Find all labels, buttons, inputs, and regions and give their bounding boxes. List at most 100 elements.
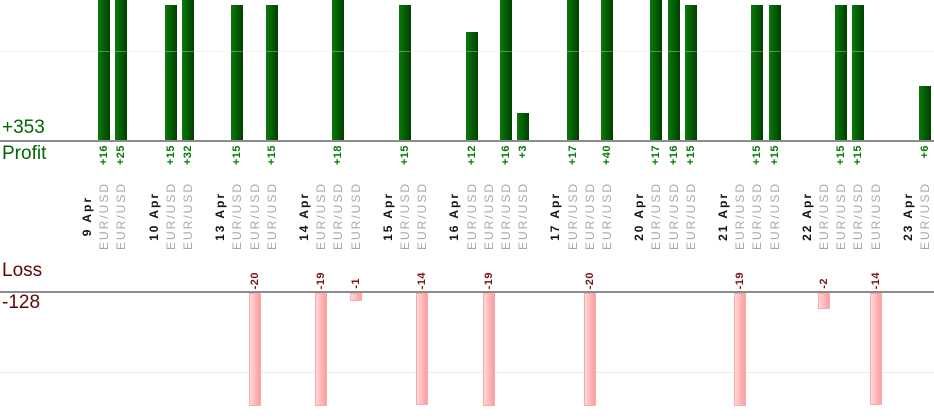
symbol-label-wrap: EUR/USD — [497, 180, 515, 252]
date-label: 14 Apr — [297, 191, 311, 241]
profit-bar — [751, 5, 764, 140]
symbol-label-wrap: EUR/USD — [832, 180, 850, 252]
profit-value-label: +3 — [517, 145, 530, 159]
symbol-label: EUR/USD — [666, 181, 681, 250]
date-label-wrap: 9 Apr — [78, 180, 96, 252]
loss-value-label: -1 — [349, 278, 362, 289]
profit-value-label: +17 — [566, 145, 579, 166]
symbol-label-wrap: EUR/USD — [312, 180, 330, 252]
profit-value-label: +15 — [399, 145, 411, 166]
date-label-wrap: 15 Apr — [379, 180, 397, 252]
loss-axis-line — [0, 291, 934, 293]
date-label: 20 Apr — [632, 191, 647, 241]
profit-plot-area — [0, 0, 934, 140]
date-label: 23 Apr — [900, 191, 915, 241]
profit-gridline-overlay — [0, 51, 934, 52]
symbol-label-wrap: EUR/USD — [916, 180, 934, 252]
profit-bar — [852, 5, 865, 140]
symbol-label: EUR/USD — [348, 181, 363, 250]
profit-bar — [332, 0, 345, 140]
symbol-label: EUR/USD — [750, 181, 765, 250]
profit-axis-line — [0, 140, 934, 142]
symbol-label: EUR/USD — [264, 181, 279, 250]
date-label-wrap: 22 Apr — [798, 180, 816, 252]
loss-value-label: -19 — [482, 271, 495, 289]
symbol-label-wrap: EUR/USD — [867, 180, 885, 252]
symbol-label-wrap: EUR/USD — [347, 180, 365, 252]
symbol-label: EUR/USD — [582, 181, 597, 250]
symbol-label: EUR/USD — [767, 181, 782, 250]
profit-value-label: +17 — [650, 145, 663, 166]
symbol-label: EUR/USD — [398, 181, 412, 250]
symbol-label: EUR/USD — [314, 181, 329, 250]
profit-bar — [164, 5, 177, 140]
symbol-label-wrap: EUR/USD — [665, 180, 683, 252]
profit-bar — [98, 0, 111, 140]
symbol-label-wrap: EUR/USD — [246, 180, 264, 252]
loss-bar — [482, 293, 495, 406]
symbol-label-wrap: EUR/USD — [162, 180, 180, 252]
date-label: 13 Apr — [213, 191, 228, 241]
profit-total-label: +353 — [2, 117, 45, 138]
profit-value-label: +15 — [852, 145, 865, 166]
symbol-label-wrap: EUR/USD — [263, 180, 281, 252]
symbol-label-wrap: EUR/USD — [95, 180, 113, 252]
symbol-label: EUR/USD — [683, 181, 698, 250]
profit-value-label: +16 — [500, 145, 512, 166]
profit-value-label: +12 — [465, 145, 478, 166]
symbol-label-wrap: EUR/USD — [329, 180, 347, 252]
loss-bar — [248, 293, 261, 406]
profit-value-label: +15 — [265, 145, 278, 166]
profit-bar — [231, 5, 244, 140]
date-label-wrap: 16 Apr — [445, 180, 463, 252]
symbol-label-wrap: EUR/USD — [228, 180, 246, 252]
profit-value-label: +16 — [98, 145, 111, 166]
date-label-wrap: 21 Apr — [714, 180, 732, 252]
loss-value-label: -19 — [734, 271, 747, 289]
symbol-label-wrap: EUR/USD — [480, 180, 498, 252]
loss-bar — [734, 293, 747, 406]
symbol-label-wrap: EUR/USD — [647, 180, 665, 252]
symbol-label: EUR/USD — [817, 181, 831, 250]
loss-value-label: -14 — [416, 271, 429, 289]
profit-value-label: +16 — [667, 145, 680, 166]
profit-value-label: +15 — [835, 145, 848, 166]
loss-value-label: -20 — [583, 271, 596, 289]
loss-bar — [416, 293, 429, 405]
loss-plot-area — [0, 293, 934, 407]
symbol-label: EUR/USD — [464, 181, 479, 250]
profit-value-label: +15 — [768, 145, 781, 166]
symbol-label: EUR/USD — [649, 181, 664, 250]
date-label: 15 Apr — [380, 191, 395, 241]
profit-value-label: +15 — [751, 145, 764, 166]
profit-value-label: +15 — [684, 145, 697, 166]
loss-axis-title: Loss — [2, 260, 43, 281]
symbol-label-wrap: EUR/USD — [112, 180, 130, 252]
symbol-label: EUR/USD — [181, 181, 195, 250]
loss-total-label: -128 — [2, 292, 41, 313]
symbol-label-wrap: EUR/USD — [682, 180, 700, 252]
symbol-label-wrap: EUR/USD — [463, 180, 481, 252]
date-label: 10 Apr — [146, 191, 161, 241]
symbol-label: EUR/USD — [114, 181, 129, 250]
date-label: 21 Apr — [716, 191, 730, 241]
symbol-label: EUR/USD — [230, 181, 245, 250]
profit-value-label: +6 — [919, 145, 931, 159]
symbol-label: EUR/USD — [600, 181, 614, 250]
symbol-label: EUR/USD — [331, 181, 346, 250]
date-label-wrap: 13 Apr — [211, 180, 229, 252]
symbol-label: EUR/USD — [834, 181, 849, 250]
symbol-label-wrap: EUR/USD — [396, 180, 414, 252]
date-label-wrap: 14 Apr — [295, 180, 313, 252]
symbol-label-wrap: EUR/USD — [581, 180, 599, 252]
date-label-wrap: 10 Apr — [145, 180, 163, 252]
symbol-label-wrap: EUR/USD — [815, 180, 833, 252]
symbol-label-wrap: EUR/USD — [564, 180, 582, 252]
loss-value-label: -2 — [818, 278, 830, 289]
loss-bar — [583, 293, 596, 406]
loss-value-label: -14 — [869, 271, 882, 289]
profit-value-label: +15 — [164, 145, 177, 166]
profit-value-label: +40 — [601, 145, 613, 166]
symbol-label-wrap: EUR/USD — [514, 180, 532, 252]
